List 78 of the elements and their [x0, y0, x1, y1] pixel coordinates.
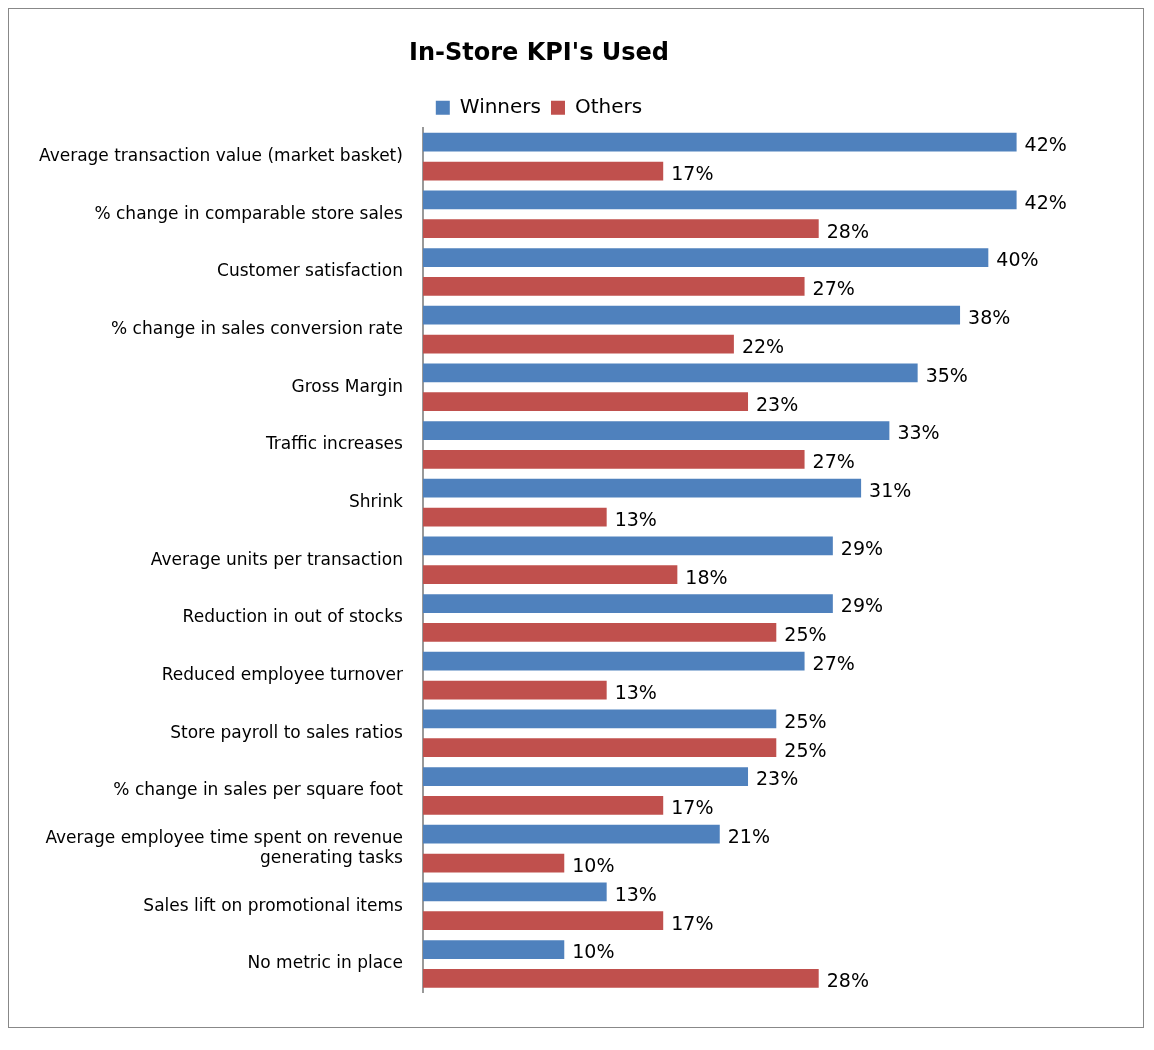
data-label: 27%	[812, 652, 855, 675]
bar	[422, 680, 607, 700]
y-tick-label: % change in sales per square foot	[113, 779, 404, 800]
y-tick-label: Shrink	[349, 491, 404, 512]
bar	[422, 882, 607, 902]
bar	[422, 450, 805, 469]
data-label: 17%	[671, 796, 714, 819]
y-tick-label: Traffic increases	[264, 433, 404, 454]
data-label: 17%	[671, 911, 714, 934]
data-label: 25%	[784, 709, 827, 732]
bar	[422, 911, 664, 931]
bar	[422, 190, 1017, 210]
bar	[422, 161, 664, 181]
bar	[422, 969, 819, 988]
data-label: 42%	[1024, 190, 1067, 213]
y-tick-label: Average units per transaction	[150, 548, 403, 569]
bar	[422, 824, 720, 844]
data-label: 17%	[671, 161, 714, 184]
data-label: 21%	[727, 825, 770, 848]
data-label: 23%	[756, 392, 799, 415]
data-label: 22%	[741, 334, 785, 357]
bar	[422, 853, 565, 873]
data-label: 27%	[812, 450, 855, 473]
bar	[422, 219, 819, 239]
data-label: 25%	[784, 738, 827, 761]
data-label: 33%	[897, 421, 940, 444]
data-label: 40%	[996, 248, 1039, 271]
data-label: 31%	[869, 479, 912, 502]
bar	[422, 594, 833, 613]
data-label: 13%	[614, 507, 657, 530]
data-label: 25%	[784, 623, 827, 646]
bar	[422, 363, 918, 383]
bar	[422, 478, 862, 498]
data-label: 29%	[840, 536, 884, 559]
data-label: 27%	[812, 277, 855, 300]
data-label: 38%	[968, 306, 1011, 329]
y-tick-label: Reduction in out of stocks	[182, 606, 404, 627]
data-label: 29%	[840, 594, 884, 617]
data-label: 10%	[572, 853, 615, 876]
y-tick-label: No metric in place	[247, 952, 403, 973]
chart-title: In-Store KPI's Used	[408, 37, 670, 66]
bar	[422, 248, 989, 267]
bar	[422, 507, 607, 527]
data-label: 28%	[826, 969, 869, 992]
y-tick-label: Customer satisfaction	[217, 260, 403, 281]
data-label: 42%	[1024, 133, 1067, 156]
y-tick-label: Reduced employee turnover	[161, 664, 403, 685]
bar	[422, 738, 777, 758]
y-tick-label: % change in sales conversion rate	[111, 318, 403, 339]
data-label: 35%	[925, 363, 968, 386]
legend-label: Winners	[459, 94, 541, 118]
data-label: 28%	[826, 219, 869, 242]
bar	[422, 623, 777, 642]
data-label: 23%	[756, 767, 799, 790]
bar	[422, 392, 749, 412]
data-label: 10%	[572, 940, 615, 963]
bar	[422, 565, 678, 585]
y-tick-label: Gross Margin	[291, 375, 403, 396]
data-label: 18%	[685, 565, 728, 588]
y-tick-label: Store payroll to sales ratios	[170, 721, 404, 742]
bar	[422, 277, 805, 296]
bar	[422, 334, 734, 354]
bar	[422, 421, 890, 440]
bar	[422, 132, 1017, 152]
bar	[422, 767, 749, 786]
legend-label: Others	[574, 94, 643, 118]
y-tick-label: Average employee time spent on revenue generating tasks	[45, 826, 404, 868]
bar	[422, 796, 664, 815]
bar	[422, 536, 833, 556]
bar	[422, 305, 961, 325]
bar	[422, 651, 805, 671]
y-tick-label: % change in comparable store sales	[94, 202, 404, 223]
data-label: 13%	[614, 882, 657, 905]
y-tick-label: Average transaction value (market basket)	[38, 145, 403, 166]
y-tick-label: Sales lift on promotional items	[143, 894, 404, 915]
bar	[422, 940, 565, 959]
bar	[422, 709, 777, 729]
data-label: 13%	[614, 680, 657, 703]
